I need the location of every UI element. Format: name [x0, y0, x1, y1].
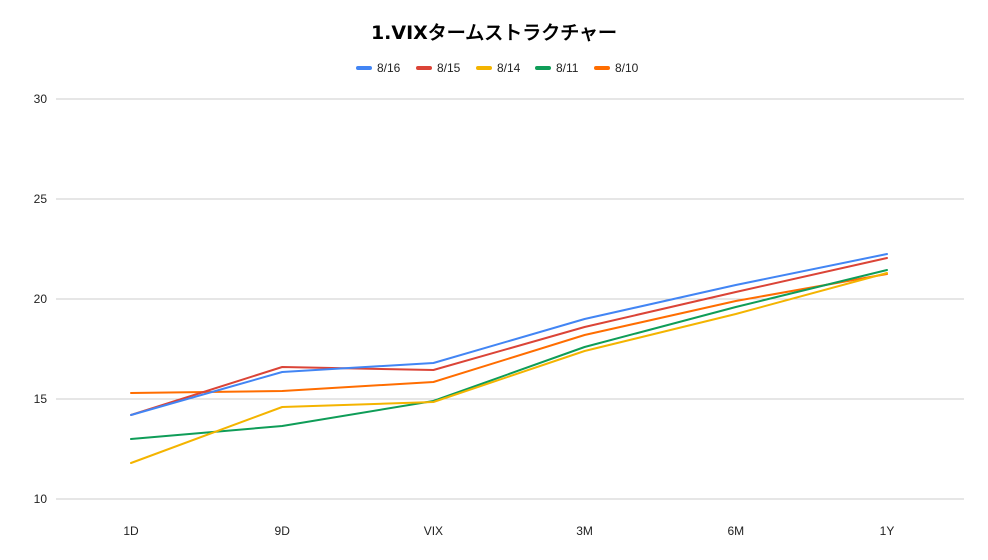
series-lines	[130, 253, 888, 464]
legend-label: 8/15	[437, 61, 461, 75]
series-line-8-11	[130, 269, 888, 440]
grid	[56, 98, 964, 500]
series-line-8-14	[130, 272, 888, 464]
legend-label: 8/16	[377, 61, 401, 75]
series-line-8-10	[130, 273, 888, 394]
x-tick-label: 9D	[275, 524, 291, 538]
x-tick-label: VIX	[424, 524, 443, 538]
x-tick-label: 1Y	[880, 524, 895, 538]
series-line-8-16	[130, 253, 888, 416]
legend-label: 8/14	[497, 61, 521, 75]
x-tick-label: 1D	[123, 524, 139, 538]
chart-title: 1.VIXタームストラクチャー	[371, 22, 617, 44]
y-tick-label: 25	[34, 192, 48, 206]
legend-label: 8/11	[556, 61, 579, 75]
series-line-8-15	[130, 257, 888, 416]
x-tick-label: 6M	[727, 524, 744, 538]
y-tick-label: 15	[34, 392, 48, 406]
y-tick-label: 20	[34, 292, 48, 306]
x-tick-label: 3M	[576, 524, 593, 538]
legend-label: 8/10	[615, 61, 639, 75]
y-tick-label: 10	[34, 492, 48, 506]
legend: 8/16 8/15 8/14 8/11 8/10	[356, 61, 639, 75]
y-axis-ticks: 10 15 20 25 30	[34, 92, 48, 506]
x-axis-ticks: 1D 9D VIX 3M 6M 1Y	[123, 524, 894, 538]
y-tick-label: 30	[34, 92, 48, 106]
